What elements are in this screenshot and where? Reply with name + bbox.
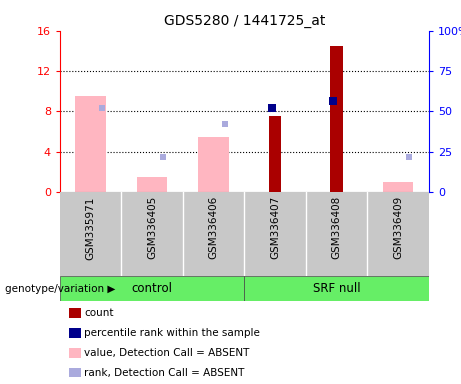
Bar [75, 96, 106, 192]
Bar [383, 182, 414, 192]
Text: GSM336407: GSM336407 [270, 196, 280, 260]
Title: GDS5280 / 1441725_at: GDS5280 / 1441725_at [164, 14, 325, 28]
Bar [331, 46, 343, 192]
Text: GSM336409: GSM336409 [393, 196, 403, 260]
Bar [137, 177, 167, 192]
Text: genotype/variation ▶: genotype/variation ▶ [5, 284, 115, 294]
Bar [244, 276, 429, 301]
Text: GSM335971: GSM335971 [86, 196, 96, 260]
Text: value, Detection Call = ABSENT: value, Detection Call = ABSENT [84, 348, 249, 358]
Text: control: control [132, 283, 172, 295]
Text: GSM336408: GSM336408 [331, 196, 342, 260]
Text: rank, Detection Call = ABSENT: rank, Detection Call = ABSENT [84, 368, 244, 378]
Bar [269, 116, 281, 192]
Text: SRF null: SRF null [313, 283, 361, 295]
Bar [198, 137, 229, 192]
Text: GSM336405: GSM336405 [147, 196, 157, 260]
Text: count: count [84, 308, 113, 318]
Text: percentile rank within the sample: percentile rank within the sample [84, 328, 260, 338]
Text: GSM336406: GSM336406 [208, 196, 219, 260]
Bar [60, 276, 244, 301]
